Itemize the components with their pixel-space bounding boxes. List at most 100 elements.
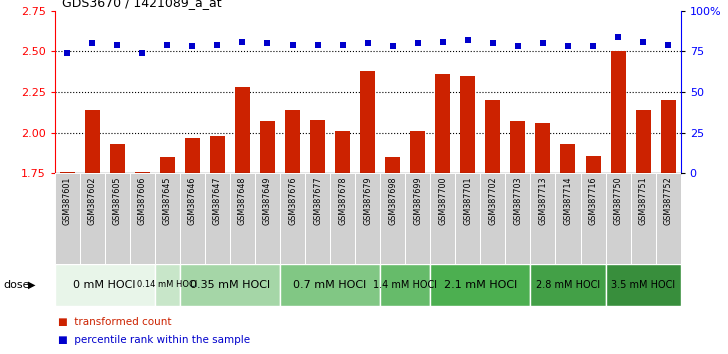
Bar [585, 155, 601, 173]
Bar [310, 120, 325, 173]
Text: GSM387714: GSM387714 [563, 176, 572, 225]
Point [212, 42, 223, 48]
Bar [255, 173, 280, 264]
Text: ■  transformed count: ■ transformed count [58, 318, 172, 327]
Bar [55, 264, 155, 306]
Bar [561, 144, 576, 173]
Point [186, 44, 198, 49]
Bar [455, 173, 480, 264]
Text: GSM387703: GSM387703 [513, 176, 523, 225]
Text: GSM387700: GSM387700 [438, 176, 447, 225]
Text: GSM387606: GSM387606 [138, 176, 147, 224]
Point [162, 42, 173, 48]
Point [261, 40, 273, 46]
Bar [535, 123, 550, 173]
Bar [630, 173, 656, 264]
Bar [110, 144, 124, 173]
Bar [380, 173, 405, 264]
Bar [79, 173, 105, 264]
Bar [130, 173, 155, 264]
Text: GSM387701: GSM387701 [463, 176, 472, 225]
Bar [656, 173, 681, 264]
Text: GSM387752: GSM387752 [664, 176, 673, 225]
Bar [60, 172, 75, 173]
Text: 2.8 mM HOCl: 2.8 mM HOCl [536, 280, 600, 290]
Bar [210, 136, 225, 173]
Bar [185, 138, 200, 173]
Text: GSM387716: GSM387716 [588, 176, 598, 225]
Bar [430, 173, 455, 264]
Text: GSM387751: GSM387751 [638, 176, 648, 225]
Bar [505, 173, 531, 264]
Bar [606, 264, 681, 306]
Bar [405, 173, 430, 264]
Text: GSM387678: GSM387678 [338, 176, 347, 225]
Bar [180, 173, 205, 264]
Text: GSM387713: GSM387713 [539, 176, 547, 225]
Text: GSM387648: GSM387648 [238, 176, 247, 224]
Bar [606, 173, 630, 264]
Bar [235, 87, 250, 173]
Text: GSM387646: GSM387646 [188, 176, 197, 224]
Bar [280, 173, 305, 264]
Bar [486, 100, 500, 173]
Bar [660, 100, 676, 173]
Bar [355, 173, 380, 264]
Point [587, 44, 599, 49]
Text: 1.4 mM HOCl: 1.4 mM HOCl [373, 280, 438, 290]
Point [136, 50, 148, 56]
Bar [510, 121, 526, 173]
Text: GDS3670 / 1421089_a_at: GDS3670 / 1421089_a_at [62, 0, 221, 9]
Bar [55, 173, 79, 264]
Bar [580, 173, 606, 264]
Bar [205, 173, 230, 264]
Text: GSM387605: GSM387605 [113, 176, 122, 225]
Bar [531, 264, 606, 306]
Bar [285, 110, 300, 173]
Text: 0.35 mM HOCl: 0.35 mM HOCl [190, 280, 270, 290]
Bar [155, 173, 180, 264]
Text: GSM387702: GSM387702 [488, 176, 497, 225]
Bar [360, 71, 375, 173]
Text: 0.7 mM HOCl: 0.7 mM HOCl [293, 280, 367, 290]
Text: GSM387677: GSM387677 [313, 176, 322, 225]
Text: GSM387601: GSM387601 [63, 176, 71, 224]
Bar [135, 172, 150, 173]
Bar [180, 264, 280, 306]
Point [61, 50, 73, 56]
Point [312, 42, 323, 48]
Text: 0 mM HOCl: 0 mM HOCl [74, 280, 136, 290]
Point [487, 40, 499, 46]
Text: 3.5 mM HOCl: 3.5 mM HOCl [611, 280, 675, 290]
Text: GSM387647: GSM387647 [213, 176, 222, 225]
Text: GSM387602: GSM387602 [87, 176, 97, 225]
Text: GSM387750: GSM387750 [614, 176, 622, 225]
Bar [84, 110, 100, 173]
Bar [611, 51, 625, 173]
Bar [159, 157, 175, 173]
Point [362, 40, 373, 46]
Text: 0.14 mM HOCl: 0.14 mM HOCl [137, 280, 197, 290]
Point [287, 42, 298, 48]
Text: GSM387645: GSM387645 [163, 176, 172, 225]
Bar [531, 173, 555, 264]
Bar [636, 110, 651, 173]
Bar [280, 264, 380, 306]
Bar [410, 131, 425, 173]
Text: 2.1 mM HOCl: 2.1 mM HOCl [443, 280, 517, 290]
Text: GSM387698: GSM387698 [388, 176, 397, 225]
Point [637, 39, 649, 44]
Bar [155, 264, 180, 306]
Bar [330, 173, 355, 264]
Point [512, 44, 523, 49]
Text: ■  percentile rank within the sample: ■ percentile rank within the sample [58, 335, 250, 345]
Point [462, 37, 474, 43]
Bar [105, 173, 130, 264]
Bar [435, 74, 451, 173]
Point [387, 44, 398, 49]
Point [662, 42, 674, 48]
Bar [385, 157, 400, 173]
Text: GSM387699: GSM387699 [414, 176, 422, 225]
Bar [555, 173, 580, 264]
Text: GSM387679: GSM387679 [363, 176, 372, 225]
